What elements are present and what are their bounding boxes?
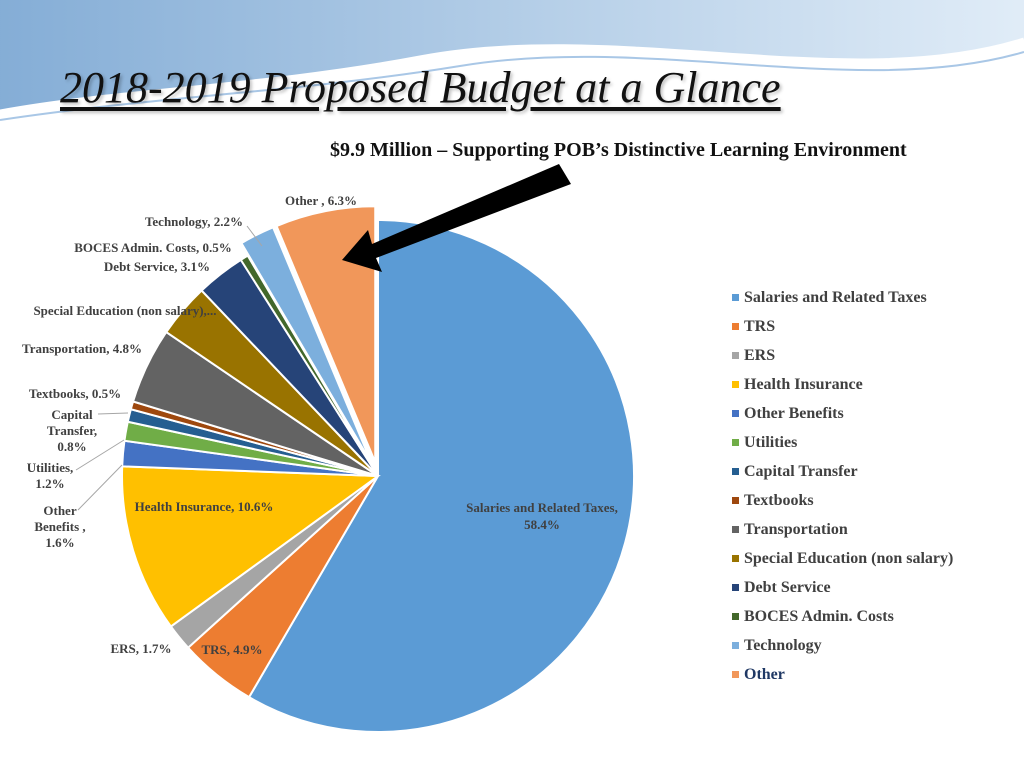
legend-label: Salaries and Related Taxes bbox=[744, 288, 927, 306]
legend-label: Other Benefits bbox=[744, 404, 844, 422]
leader-line-technology bbox=[246, 225, 263, 247]
legend-swatch bbox=[732, 613, 739, 620]
data-label-trs: TRS, 4.9% bbox=[201, 642, 262, 657]
legend-swatch bbox=[732, 352, 739, 359]
legend-item-other: Other bbox=[732, 660, 1017, 689]
data-label-capital-transfer: Capital Transfer, 0.8% bbox=[47, 407, 97, 454]
legend-item-capital-transfer: Capital Transfer bbox=[732, 457, 1017, 486]
legend-label: TRS bbox=[744, 317, 776, 335]
data-label-textbooks: Textbooks, 0.5% bbox=[29, 386, 121, 401]
legend-swatch bbox=[732, 584, 739, 591]
legend-swatch bbox=[732, 497, 739, 504]
data-label-boces-admin-costs: BOCES Admin. Costs, 0.5% bbox=[74, 240, 231, 255]
pie-slice-salaries-and-related-taxes bbox=[247, 218, 635, 733]
data-label-other: Other , 6.3% bbox=[285, 193, 357, 208]
legend-item-other-benefits: Other Benefits bbox=[732, 399, 1017, 428]
slide-subtitle: $9.9 Million – Supporting POB’s Distinct… bbox=[330, 139, 907, 161]
pie-slice-health-insurance bbox=[121, 465, 381, 628]
legend-label: Technology bbox=[744, 636, 822, 654]
legend-item-debt-service: Debt Service bbox=[732, 573, 1017, 602]
leader-line-utilities bbox=[75, 439, 125, 471]
legend-label: Transportation bbox=[744, 520, 848, 538]
legend-label: ERS bbox=[744, 346, 776, 364]
legend-swatch bbox=[732, 526, 739, 533]
legend-swatch bbox=[732, 294, 739, 301]
legend-swatch bbox=[732, 642, 739, 649]
legend-item-boces-admin-costs: BOCES Admin. Costs bbox=[732, 602, 1017, 631]
legend-label: Debt Service bbox=[744, 578, 831, 596]
legend-label: Textbooks bbox=[744, 491, 814, 509]
legend-item-salaries-and-related-taxes: Salaries and Related Taxes bbox=[732, 283, 1017, 312]
legend-label: Capital Transfer bbox=[744, 462, 858, 480]
legend-item-ers: ERS bbox=[732, 341, 1017, 370]
legend-swatch bbox=[732, 323, 739, 330]
leader-line-capital-transfer bbox=[97, 412, 129, 415]
header-wave-decoration bbox=[0, 0, 1024, 121]
legend-item-health-insurance: Health Insurance bbox=[732, 370, 1017, 399]
data-label-technology: Technology, 2.2% bbox=[145, 214, 243, 229]
legend-label: Other bbox=[744, 665, 785, 683]
legend-item-transportation: Transportation bbox=[732, 515, 1017, 544]
data-label-debt-service: Debt Service, 3.1% bbox=[104, 259, 210, 274]
pie-slice-technology bbox=[240, 225, 373, 464]
legend-swatch bbox=[732, 671, 739, 678]
legend-swatch bbox=[732, 555, 739, 562]
leader-line-other-benefits bbox=[77, 464, 123, 511]
legend-label: Utilities bbox=[744, 433, 798, 451]
legend-label: Special Education (non salary) bbox=[744, 549, 954, 567]
legend-item-textbooks: Textbooks bbox=[732, 486, 1017, 515]
data-label-utilities: Utilities, 1.2% bbox=[27, 460, 74, 491]
data-label-transportation: Transportation, 4.8% bbox=[22, 341, 142, 356]
legend-swatch bbox=[732, 468, 739, 475]
legend-item-trs: TRS bbox=[732, 312, 1017, 341]
data-label-health-insurance: Health Insurance, 10.6% bbox=[135, 499, 274, 514]
slide-title: 2018-2019 Proposed Budget at a Glance bbox=[60, 63, 781, 112]
legend-swatch bbox=[732, 381, 739, 388]
chart-legend: Salaries and Related Taxes TRS ERS Health I… bbox=[732, 283, 1017, 689]
pie-slice-other bbox=[275, 205, 377, 463]
legend-label: BOCES Admin. Costs bbox=[744, 607, 894, 625]
legend-swatch bbox=[732, 410, 739, 417]
legend-swatch bbox=[732, 439, 739, 446]
legend-item-utilities: Utilities bbox=[732, 428, 1017, 457]
legend-item-special-education-non-salary: Special Education (non salary) bbox=[732, 544, 1017, 573]
data-label-salaries-and-related-taxes: Salaries and Related Taxes, 58.4% bbox=[466, 500, 618, 532]
data-label-ers: ERS, 1.7% bbox=[110, 641, 171, 656]
data-label-other-benefits: Other Benefits , 1.6% bbox=[34, 503, 85, 550]
data-label-special-education-non-salary: Special Education (non salary),... bbox=[33, 303, 216, 318]
callout-arrow bbox=[342, 164, 571, 272]
legend-label: Health Insurance bbox=[744, 375, 863, 393]
legend-item-technology: Technology bbox=[732, 631, 1017, 660]
